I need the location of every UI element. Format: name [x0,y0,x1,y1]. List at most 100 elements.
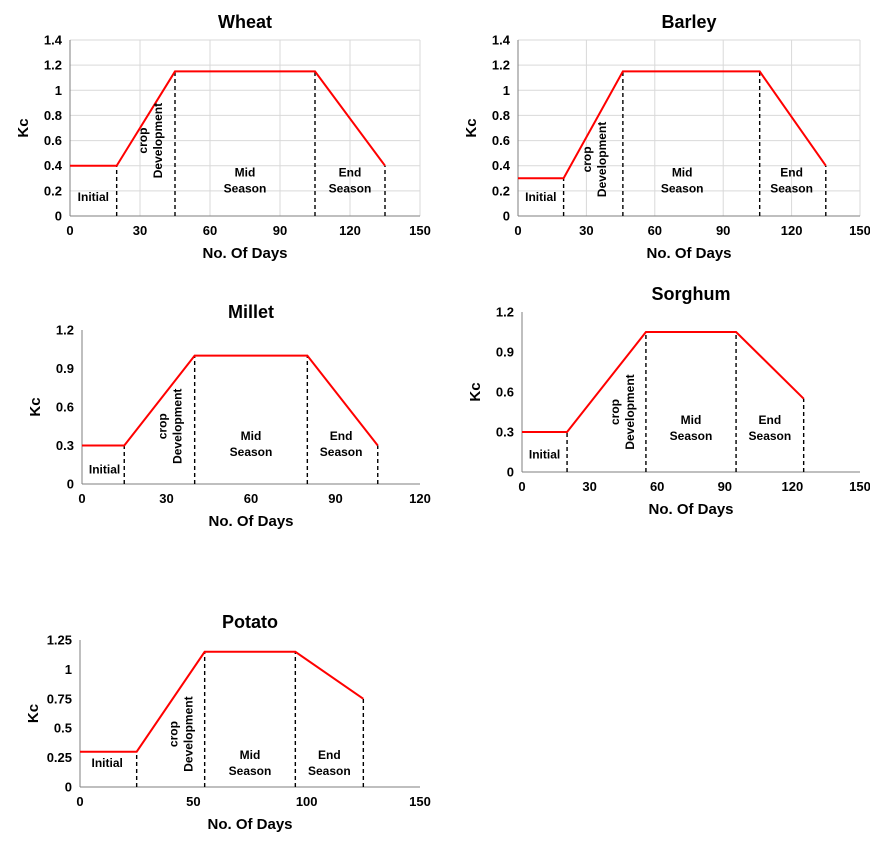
y-tick-label: 0.5 [54,721,72,736]
y-axis-label: Kc [463,118,480,137]
y-tick-label: 0.8 [44,108,62,123]
x-tick-label: 30 [133,223,147,238]
y-tick-label: 0.3 [496,425,514,440]
x-tick-label: 60 [650,479,664,494]
y-tick-label: 0.75 [47,691,72,706]
stage-label: Initial [525,190,556,204]
stage-label: End Season [320,429,363,459]
stage-label: Initial [529,448,560,462]
y-axis-label: Kc [27,397,44,416]
y-tick-label: 0.9 [56,361,74,376]
x-tick-label: 0 [514,223,521,238]
x-tick-label: 50 [186,794,200,809]
y-tick-label: 0.8 [492,108,510,123]
y-tick-label: 0.4 [44,158,63,173]
y-tick-label: 0.25 [47,750,72,765]
y-tick-label: 1.4 [492,33,511,48]
x-tick-label: 120 [409,491,431,506]
y-tick-label: 1.25 [47,633,72,648]
x-tick-label: 100 [296,794,318,809]
y-tick-label: 0.4 [492,158,511,173]
kc-curve [522,331,805,433]
stage-label: End Season [749,413,792,443]
kc-curve [80,650,364,753]
stage-label: Initial [92,756,123,770]
chart-title: Potato [222,612,278,632]
y-tick-label: 0 [55,209,62,224]
stage-label: Initial [89,463,120,477]
y-tick-label: 1 [65,662,72,677]
chart-title: Wheat [218,12,272,32]
kc-curve [82,354,379,447]
stage-label: cropDevelopment [136,103,165,178]
chart-sorghum: 0 30 60 90 120 150 0 0.3 0.6 0.9 1.2 Initial cropDev… [460,284,870,534]
x-tick-label: 120 [339,223,361,238]
y-tick-label: 0.6 [44,133,62,148]
y-tick-label: 0.3 [56,438,74,453]
y-tick-label: 0.6 [492,133,510,148]
x-tick-label: 60 [648,223,662,238]
x-axis-label: No. Of Days [646,245,731,262]
stage-label: Mid Season [661,166,704,196]
x-tick-label: 0 [78,491,85,506]
y-tick-label: 0.6 [496,385,514,400]
y-tick-label: 0.2 [492,183,510,198]
y-tick-label: 0 [507,465,514,480]
stage-label: Mid Season [224,166,267,196]
x-axis-label: No. Of Days [648,501,733,518]
chart-svg: 0 50 100 150 0 0.25 0.5 0.75 1 1.25 Initial cropDev… [25,612,431,833]
x-tick-label: 90 [718,479,732,494]
kc-curve [518,70,827,180]
y-tick-label: 1 [55,83,62,98]
x-tick-label: 0 [518,479,525,494]
x-tick-label: 90 [716,223,730,238]
y-tick-label: 0.9 [496,345,514,360]
x-tick-label: 150 [849,479,870,494]
y-tick-label: 0 [65,780,72,795]
x-axis-label: No. Of Days [207,816,292,833]
x-tick-label: 0 [76,794,83,809]
chart-barley: 0 30 60 90 120 150 0 0.2 0.4 0.6 0.8 1 1.2 1.4 Initial… [460,8,870,278]
chart-potato: 0 50 100 150 0 0.25 0.5 0.75 1 1.25 Initial cropDev… [10,606,440,849]
x-tick-label: 30 [579,223,593,238]
x-tick-label: 60 [244,491,258,506]
stage-label: cropDevelopment [156,389,185,464]
chart-title: Barley [661,12,716,32]
x-tick-label: 30 [582,479,596,494]
stage-label: Mid Season [230,429,273,459]
x-tick-label: 0 [66,223,73,238]
stage-label: End Season [308,748,351,778]
y-tick-label: 0.2 [44,183,62,198]
y-tick-label: 1.2 [56,323,74,338]
chart-title: Millet [228,302,274,322]
x-tick-label: 90 [328,491,342,506]
y-axis-label: Kc [15,118,32,137]
y-axis-label: Kc [25,704,42,723]
x-tick-label: 150 [409,794,431,809]
y-tick-label: 0 [67,477,74,492]
x-tick-label: 120 [781,223,803,238]
x-axis-label: No. Of Days [208,513,293,530]
y-tick-label: 1 [503,83,510,98]
chart-millet: 0 30 60 90 120 0 0.3 0.6 0.9 1.2 Initial cropDevelo… [10,296,440,546]
chart-title: Sorghum [652,284,731,304]
stage-label: Mid Season [670,413,713,443]
y-tick-label: 1.4 [44,33,63,48]
y-tick-label: 1.2 [496,305,514,320]
x-tick-label: 120 [782,479,804,494]
chart-wheat: 0 30 60 90 120 150 0 0.2 0.4 0.6 0.8 1 1.2 1.4 Initial… [10,8,431,278]
x-axis-label: No. Of Days [202,245,287,262]
x-tick-label: 150 [409,223,431,238]
stage-label: End Season [770,166,813,196]
y-tick-label: 1.2 [44,58,62,73]
y-tick-label: 1.2 [492,58,510,73]
chart-svg: 0 30 60 90 120 150 0 0.2 0.4 0.6 0.8 1 1.2 1.4 Initial… [463,12,870,262]
x-tick-label: 60 [203,223,217,238]
x-tick-label: 30 [159,491,173,506]
stage-label: Mid Season [229,748,272,778]
y-tick-label: 0.6 [56,400,74,415]
chart-svg: 0 30 60 90 120 150 0 0.2 0.4 0.6 0.8 1 1.2 1.4 Initial… [15,12,431,262]
y-tick-label: 0 [503,209,510,224]
kc-curve [70,70,386,167]
x-tick-label: 90 [273,223,287,238]
